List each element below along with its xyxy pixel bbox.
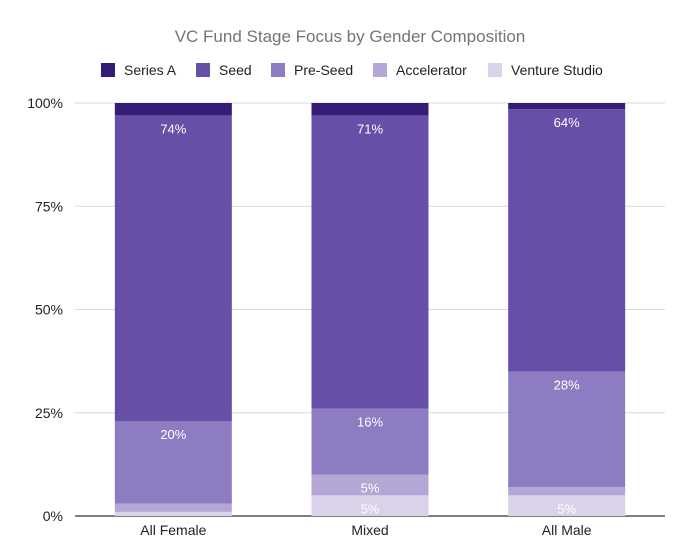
y-tick-label: 75% <box>35 198 63 214</box>
bar-segment <box>508 109 626 372</box>
y-tick-label: 25% <box>35 405 63 421</box>
bar-segment <box>311 495 429 516</box>
bar-segment <box>508 371 626 488</box>
bar-segment <box>114 503 232 512</box>
legend-label: Series A <box>124 62 177 78</box>
chart-title: VC Fund Stage Focus by Gender Compositio… <box>175 27 526 46</box>
legend-swatch <box>373 63 387 77</box>
bar-segment <box>114 115 232 422</box>
y-tick-label: 100% <box>27 95 63 111</box>
bar-segment <box>311 474 429 496</box>
legend-swatch <box>271 63 285 77</box>
x-axis-categories: All Female Mixed All Male <box>140 522 592 538</box>
legend: Series A Seed Pre-Seed Accelerator Venture S… <box>101 62 603 78</box>
bar-segment <box>311 103 429 116</box>
data-label: 5% <box>361 481 380 496</box>
legend-label: Pre-Seed <box>294 62 353 78</box>
bars <box>114 103 626 516</box>
bar-segment <box>508 487 626 496</box>
y-tick-label: 50% <box>35 302 63 318</box>
bar-segment <box>311 408 429 475</box>
data-label: 20% <box>160 427 186 442</box>
bar-segment <box>508 495 626 516</box>
legend-swatch <box>488 63 502 77</box>
legend-label: Venture Studio <box>511 62 603 78</box>
data-label: 5% <box>557 501 576 516</box>
data-label: 5% <box>361 501 380 516</box>
legend-label: Seed <box>219 62 252 78</box>
bar-segment <box>508 103 626 110</box>
x-category-label: All Female <box>140 522 206 538</box>
data-label: 74% <box>160 121 186 136</box>
legend-swatch <box>101 63 115 77</box>
y-tick-label: 0% <box>43 508 63 524</box>
bar-segment <box>114 511 232 516</box>
bar-segment <box>114 103 232 116</box>
data-labels: 20% 74% 5% 5% 16% 71% 5% 28% 64% <box>160 115 580 516</box>
data-label: 28% <box>554 377 580 392</box>
legend-swatch <box>196 63 210 77</box>
data-label: 16% <box>357 415 383 430</box>
data-label: 71% <box>357 121 383 136</box>
bar-segment <box>311 115 429 409</box>
legend-label: Accelerator <box>396 62 467 78</box>
bar-segment <box>114 421 232 504</box>
x-category-label: Mixed <box>351 522 388 538</box>
data-label: 64% <box>554 115 580 130</box>
x-category-label: All Male <box>542 522 592 538</box>
y-axis-ticks: 0% 25% 50% 75% 100% <box>27 95 63 524</box>
